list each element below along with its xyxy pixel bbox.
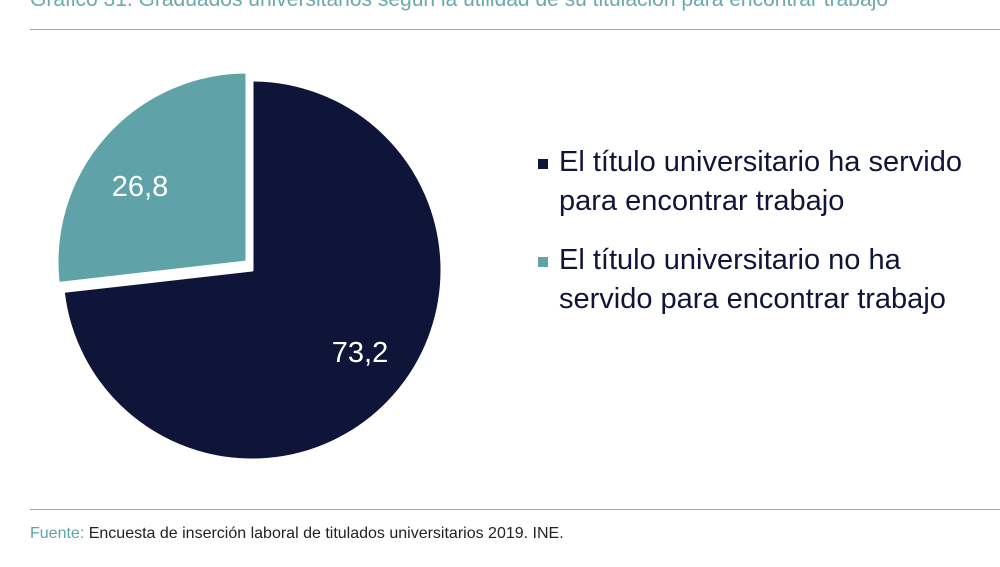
chart-title: Gráfico 31. Graduados universitarios seg… (30, 0, 888, 13)
footer-divider (30, 509, 1000, 510)
legend-item-not-served: El título universitario no ha servido pa… (534, 241, 974, 319)
legend: El título universitario ha servido para … (534, 143, 974, 339)
title-divider (30, 29, 1000, 30)
pie-chart: 73,2 26,8 (55, 70, 444, 462)
legend-swatch-not-served (538, 257, 548, 267)
slice-value-label-served: 73,2 (332, 337, 388, 369)
source-note: Fuente: Encuesta de inserción laboral de… (30, 525, 564, 543)
legend-label-served: El título universitario ha servido para … (559, 146, 962, 217)
pie-slice-served (61, 78, 444, 462)
legend-label-not-served: El título universitario no ha servido pa… (559, 244, 946, 315)
legend-swatch-served (538, 159, 548, 169)
pie-slice-not-served (55, 70, 249, 285)
legend-item-served: El título universitario ha servido para … (534, 143, 974, 221)
slice-value-label-not-served: 26,8 (112, 171, 168, 203)
source-label: Fuente: (30, 525, 85, 542)
source-text: Encuesta de inserción laboral de titulad… (88, 525, 564, 542)
